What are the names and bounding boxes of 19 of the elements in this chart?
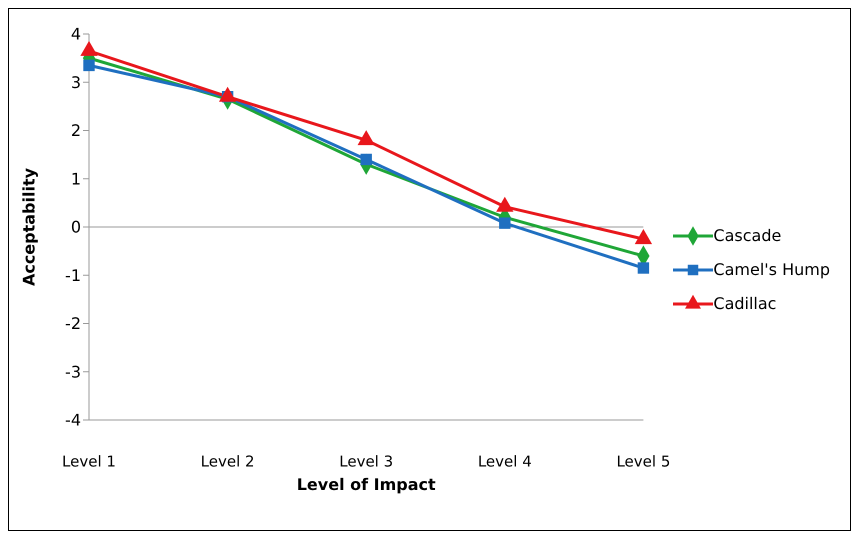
y-tick-label: 3 [70,72,81,92]
x-tick-label: Level 1 [62,452,116,471]
y-tick-label: 1 [70,169,81,188]
y-axis-title: Acceptability [20,167,39,286]
legend-label: Camel's Hump [713,258,830,280]
y-tick-label: 0 [70,218,81,237]
y-tick-label: -2 [65,314,81,334]
x-tick-label: Level 5 [616,452,670,471]
y-tick-label: -3 [65,362,81,382]
x-tick-label: Level 2 [200,452,255,471]
y-tick-label: -4 [65,410,81,430]
legend-label: Cadillac [713,292,776,314]
legend-label: Cascade [713,224,782,246]
x-axis-title: Level of Impact [296,475,436,494]
y-tick-label: -1 [65,266,81,285]
y-tick-label: 2 [70,121,81,140]
x-tick-label: Level 4 [478,452,532,471]
x-tick-label: Level 3 [339,452,394,471]
y-tick-label: 4 [70,24,81,44]
